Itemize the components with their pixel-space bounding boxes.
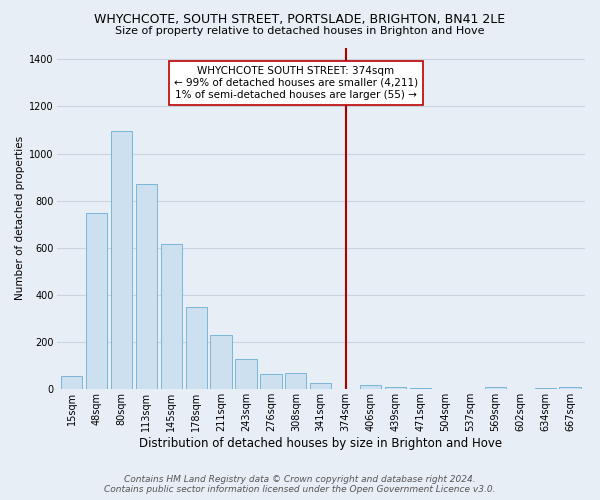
Bar: [360, 384, 381, 390]
Bar: [410, 388, 431, 390]
Bar: [235, 358, 257, 390]
Y-axis label: Number of detached properties: Number of detached properties: [15, 136, 25, 300]
Text: WHYCHCOTE, SOUTH STREET, PORTSLADE, BRIGHTON, BN41 2LE: WHYCHCOTE, SOUTH STREET, PORTSLADE, BRIG…: [94, 12, 506, 26]
Bar: [559, 387, 581, 390]
Bar: [485, 387, 506, 390]
Text: Size of property relative to detached houses in Brighton and Hove: Size of property relative to detached ho…: [115, 26, 485, 36]
Bar: [161, 244, 182, 390]
Bar: [285, 373, 307, 390]
Bar: [260, 374, 281, 390]
Bar: [185, 307, 207, 390]
Bar: [61, 376, 82, 390]
Bar: [111, 131, 132, 390]
Bar: [310, 384, 331, 390]
Bar: [86, 212, 107, 390]
Bar: [136, 184, 157, 390]
X-axis label: Distribution of detached houses by size in Brighton and Hove: Distribution of detached houses by size …: [139, 437, 502, 450]
Bar: [211, 335, 232, 390]
Text: Contains HM Land Registry data © Crown copyright and database right 2024.
Contai: Contains HM Land Registry data © Crown c…: [104, 474, 496, 494]
Bar: [535, 388, 556, 390]
Bar: [385, 387, 406, 390]
Text: WHYCHCOTE SOUTH STREET: 374sqm
← 99% of detached houses are smaller (4,211)
1% o: WHYCHCOTE SOUTH STREET: 374sqm ← 99% of …: [174, 66, 418, 100]
